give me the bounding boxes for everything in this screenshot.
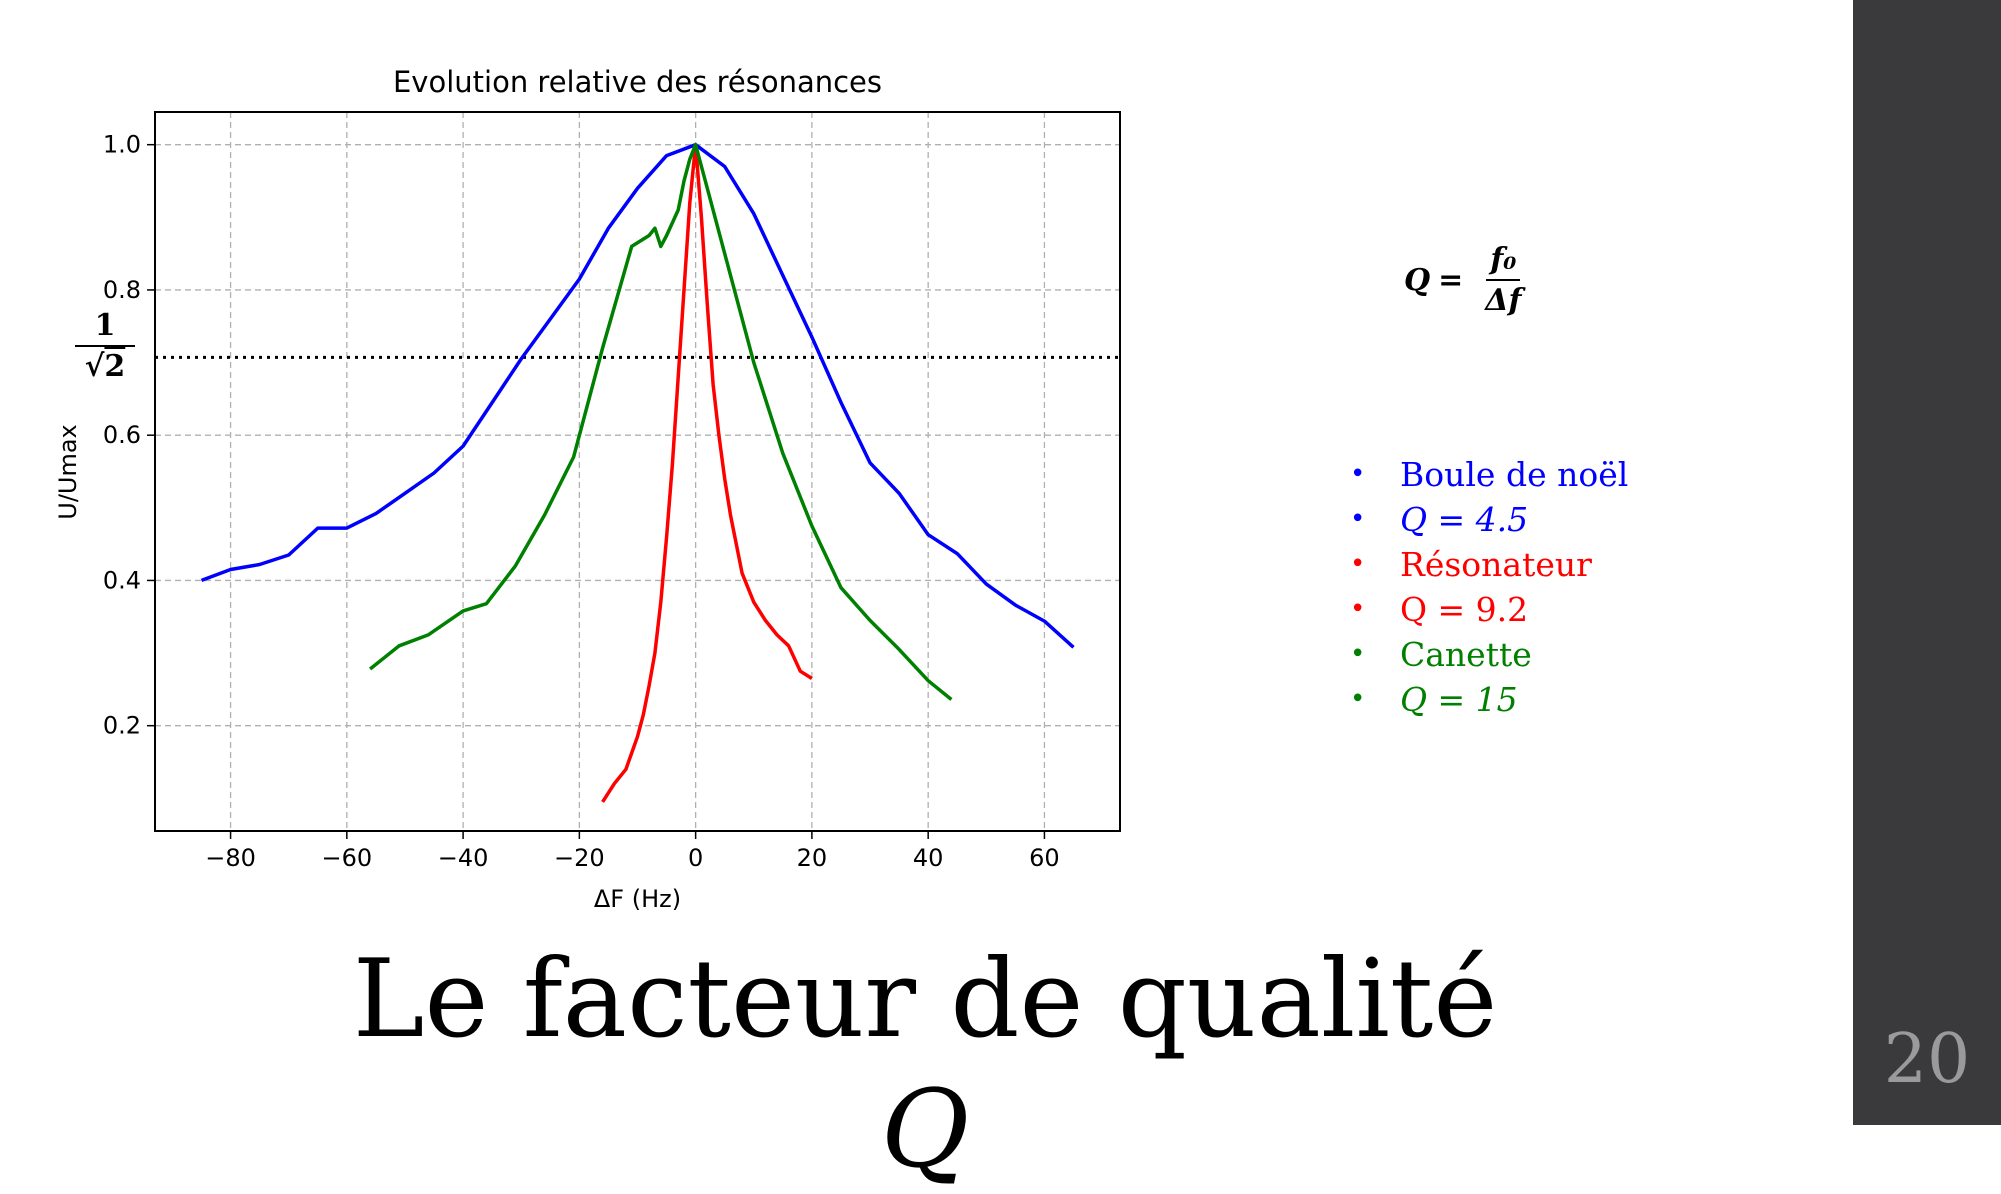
formula-numerator: f₀ (1486, 242, 1521, 281)
y-axis-label: U/Umax (54, 424, 82, 520)
legend-item: • Q = 15 (1350, 677, 1628, 722)
chart: −80 −60 −40 −20 0 20 40 60 0.2 0.4 0.6 0.8 1.0 Evolut… (54, 65, 1121, 913)
series-line-2 (369, 142, 953, 701)
x-axis-label: ΔF (Hz) (594, 885, 681, 913)
formula-lhs: Q (1404, 262, 1431, 298)
y-tick-label: 0.8 (103, 276, 141, 304)
sqrt-sign: √ (84, 349, 105, 384)
legend-item-text: Q = 15 (1400, 680, 1518, 719)
legend-item: • Résonateur (1350, 542, 1628, 587)
legend-item-text: Boule de noël (1400, 455, 1629, 494)
legend-item-text: Canette (1400, 635, 1532, 674)
y-tick-label: 1.0 (103, 131, 141, 159)
y-tick-label: 0.2 (103, 712, 141, 740)
q-formula: Q = f₀ Δf (1404, 242, 1525, 318)
formula-fraction: f₀ Δf (1481, 242, 1525, 318)
annotation-denominator: √2 (75, 347, 135, 384)
chart-title: Evolution relative des résonances (393, 65, 882, 99)
inverse-sqrt2-annotation: 1 √2 (75, 308, 135, 384)
slide-title-text: Le facteur de qualité (352, 937, 1498, 1062)
legend-item-text: Q = 9.2 (1400, 590, 1529, 629)
x-tick-label: −40 (438, 844, 489, 872)
y-tick-label: 0.4 (103, 566, 141, 594)
formula-denominator: Δf (1485, 283, 1522, 318)
slide-number: 20 (1883, 1020, 1971, 1099)
annotation-numerator: 1 (75, 308, 135, 347)
x-tick-label: 40 (913, 844, 944, 872)
x-tick-label: −80 (205, 844, 256, 872)
bullet-icon: • (1350, 639, 1366, 669)
legend-item: • Boule de noël (1350, 452, 1628, 497)
slide: −80 −60 −40 −20 0 20 40 60 0.2 0.4 0.6 0.8 1.0 Evolut… (54, 0, 2001, 1192)
legend-item: • Q = 9.2 (1350, 587, 1628, 632)
formula-equals: = (1438, 262, 1464, 298)
series-line-1 (601, 142, 813, 803)
y-tick-label: 0.6 (103, 421, 141, 449)
x-tick-label: −60 (322, 844, 373, 872)
bullet-icon: • (1350, 594, 1366, 624)
sqrt-radicand: 2 (104, 349, 126, 384)
legend-item: • Q = 4.5 (1350, 497, 1628, 542)
bullet-icon: • (1350, 504, 1366, 534)
legend-item-text: Q = 4.5 (1400, 500, 1529, 539)
slide-title-symbol: Q (880, 1066, 970, 1192)
x-tick-label: −20 (554, 844, 605, 872)
slide-sidebar (1853, 0, 2001, 1125)
bullet-icon: • (1350, 459, 1366, 489)
x-tick-label: 20 (797, 844, 828, 872)
plot-frame (154, 111, 1121, 832)
x-tick-label: 0 (688, 844, 703, 872)
bullet-icon: • (1350, 549, 1366, 579)
bullet-icon: • (1350, 684, 1366, 714)
legend-list: • Boule de noël • Q = 4.5 • Résonateur • Q = 9.… (1350, 452, 1628, 722)
legend-item: • Canette (1350, 632, 1628, 677)
x-tick-label: 60 (1029, 844, 1060, 872)
legend-item-text: Résonateur (1400, 545, 1592, 584)
slide-title: Le facteur de qualité Q (300, 935, 1550, 1194)
series-line-0 (200, 142, 1075, 649)
